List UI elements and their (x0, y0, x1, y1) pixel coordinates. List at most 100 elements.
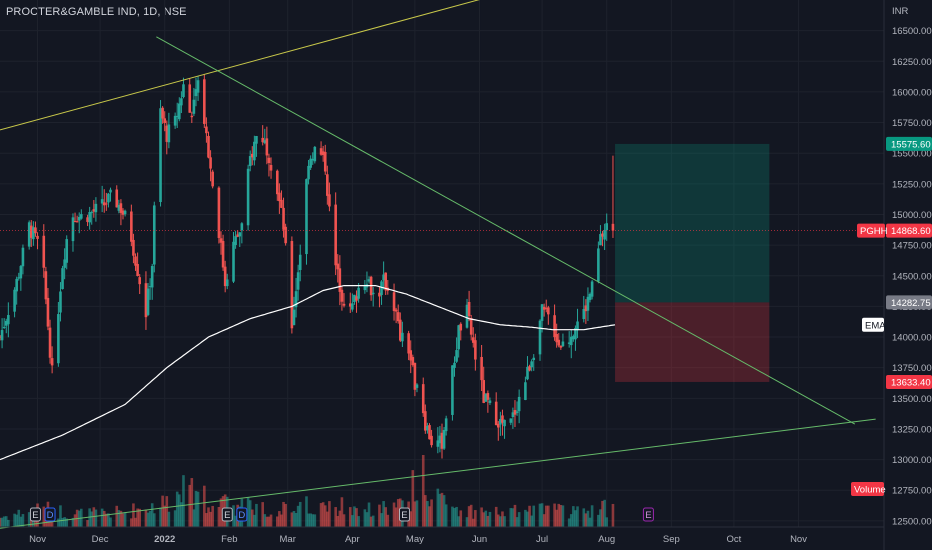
candle-body[interactable] (584, 305, 588, 312)
candle-body[interactable] (465, 304, 469, 328)
candle-body[interactable] (15, 278, 18, 292)
candle-body[interactable] (17, 277, 21, 279)
candle-body[interactable] (311, 158, 315, 161)
candle-body[interactable] (240, 223, 244, 231)
trendline-descending-resistance[interactable] (156, 36, 856, 425)
candle-body[interactable] (57, 314, 60, 364)
candle-body[interactable] (384, 272, 388, 291)
candle-body[interactable] (161, 107, 164, 119)
candle-body[interactable] (194, 89, 198, 97)
candle-body[interactable] (486, 393, 490, 400)
candle-body[interactable] (144, 283, 148, 318)
candle-body[interactable] (19, 266, 23, 279)
candle-body[interactable] (597, 248, 600, 282)
candle-body[interactable] (569, 336, 573, 346)
candle-body[interactable] (73, 221, 77, 223)
candle-body[interactable] (342, 303, 346, 306)
candle-body[interactable] (115, 189, 119, 208)
candle-body[interactable] (517, 396, 521, 412)
candle-body[interactable] (121, 210, 125, 215)
candle-body[interactable] (323, 152, 327, 172)
candle-body[interactable] (102, 202, 106, 206)
candle-body[interactable] (275, 170, 279, 195)
candle-body[interactable] (528, 366, 531, 371)
candle-body[interactable] (348, 303, 352, 307)
candle-body[interactable] (351, 303, 354, 310)
ema-tag[interactable] (862, 317, 884, 332)
candle-body[interactable] (494, 401, 498, 426)
candle-body[interactable] (557, 339, 561, 346)
candle-body[interactable] (436, 440, 440, 447)
candle-body[interactable] (27, 222, 31, 247)
candle-body[interactable] (559, 345, 563, 348)
candle-body[interactable] (207, 135, 210, 158)
candle-body[interactable] (338, 268, 342, 292)
candle-body[interactable] (80, 214, 83, 219)
position-profit-zone[interactable] (615, 143, 770, 303)
candle-body[interactable] (428, 425, 431, 440)
candle-body[interactable] (555, 333, 558, 343)
candle-body[interactable] (451, 365, 454, 415)
candle-body[interactable] (334, 204, 337, 266)
candle-body[interactable] (540, 304, 544, 321)
candle-body[interactable] (269, 165, 273, 171)
candle-body[interactable] (178, 103, 181, 120)
candle-body[interactable] (77, 216, 81, 221)
candle-body[interactable] (250, 153, 254, 158)
candle-body[interactable] (442, 429, 446, 449)
candle-body[interactable] (100, 199, 104, 204)
candle-body[interactable] (46, 297, 50, 327)
candle-body[interactable] (2, 326, 6, 328)
candle-body[interactable] (392, 292, 396, 312)
candle-body[interactable] (544, 308, 548, 310)
event-marker-earnings[interactable] (29, 507, 41, 522)
candle-body[interactable] (605, 223, 609, 231)
candle-body[interactable] (326, 174, 329, 196)
candle-body[interactable] (150, 266, 154, 288)
candle-body[interactable] (515, 411, 519, 413)
candle-body[interactable] (426, 425, 429, 431)
candle-body[interactable] (188, 84, 192, 113)
candle-body[interactable] (255, 136, 258, 144)
candle-body[interactable] (586, 296, 590, 311)
candle-body[interactable] (321, 151, 325, 156)
candle-body[interactable] (278, 192, 281, 202)
candle-body[interactable] (0, 336, 2, 338)
candle-body[interactable] (219, 238, 223, 243)
event-marker-dividend[interactable] (236, 507, 248, 522)
candle-body[interactable] (225, 279, 229, 287)
candle-body[interactable] (599, 234, 602, 246)
candle-body[interactable] (459, 323, 463, 331)
candle-body[interactable] (509, 418, 513, 423)
candle-body[interactable] (236, 234, 239, 237)
candle-body[interactable] (159, 108, 162, 203)
candle-body[interactable] (21, 247, 25, 267)
candle-body[interactable] (538, 320, 542, 355)
candle-body[interactable] (484, 394, 488, 402)
volume-tag[interactable] (851, 482, 884, 496)
candle-body[interactable] (290, 241, 294, 329)
candle-body[interactable] (499, 419, 502, 425)
trendline-upper-channel[interactable] (0, 0, 667, 131)
candle-body[interactable] (75, 221, 79, 223)
candle-body[interactable] (542, 306, 546, 310)
position-loss-zone[interactable] (615, 302, 770, 382)
candle-body[interactable] (63, 259, 66, 268)
candle-body[interactable] (501, 415, 504, 423)
candle-body[interactable] (394, 309, 398, 312)
candle-body[interactable] (380, 281, 383, 296)
candle-body[interactable] (190, 115, 194, 118)
candle-body[interactable] (123, 210, 127, 215)
candle-body[interactable] (182, 84, 185, 98)
candle-body[interactable] (353, 294, 356, 303)
candle-body[interactable] (561, 341, 565, 347)
candle-body[interactable] (42, 235, 46, 268)
candle-body[interactable] (152, 205, 156, 265)
candle-body[interactable] (163, 118, 167, 123)
candle-body[interactable] (399, 319, 402, 341)
event-marker-earnings[interactable] (221, 507, 233, 522)
candle-body[interactable] (61, 268, 64, 290)
candle-body[interactable] (109, 189, 112, 193)
candle-body[interactable] (603, 230, 606, 240)
